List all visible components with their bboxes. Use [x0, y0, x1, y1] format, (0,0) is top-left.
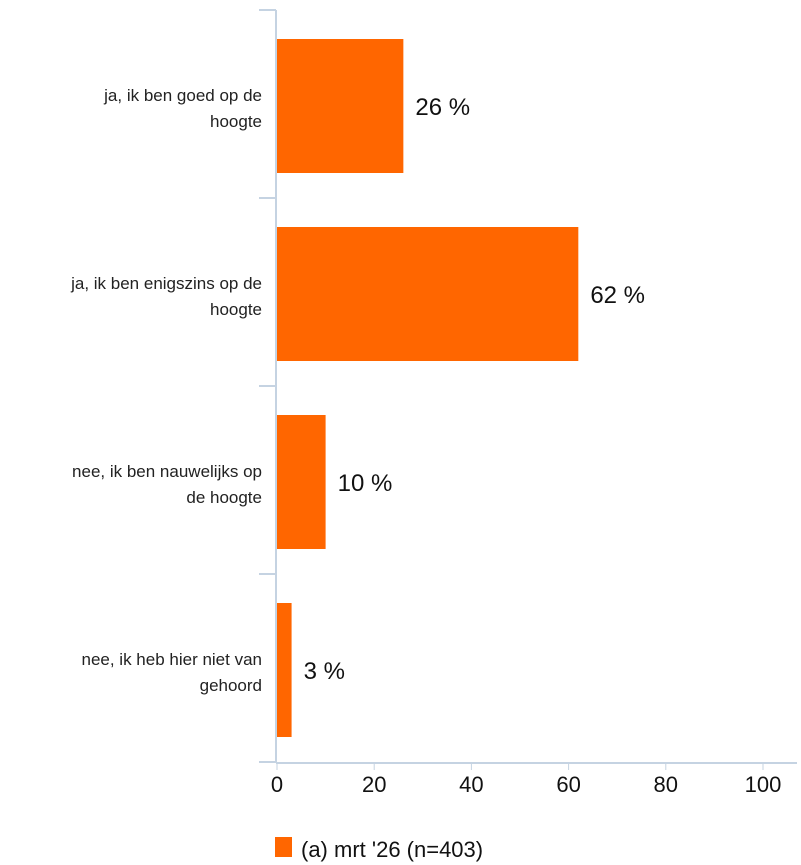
legend-label: (a) mrt '26 (n=403)	[301, 837, 483, 862]
category-label: nee, ik heb hier niet van gehoord	[81, 650, 262, 695]
x-tick-label: 60	[556, 772, 580, 797]
x-tick-label: 100	[745, 772, 782, 797]
data-labels: 26 % 62 % 10 % 3 %	[304, 94, 645, 685]
x-axis-ticks: 0 20 40 60 80 100	[271, 763, 781, 797]
category-label: nee, ik ben nauwelijks op de hoogte	[72, 462, 262, 507]
data-label: 10 %	[338, 470, 393, 497]
category-labels: ja, ik ben goed op de hoogte ja, ik ben en…	[70, 86, 262, 695]
data-label: 26 %	[415, 94, 470, 121]
legend-swatch	[275, 837, 292, 857]
bar	[277, 227, 579, 361]
bar	[277, 39, 404, 173]
x-tick-label: 20	[362, 772, 386, 797]
bar	[277, 603, 292, 737]
legend: (a) mrt '26 (n=403)	[275, 837, 483, 862]
x-tick-label: 40	[459, 772, 483, 797]
axes	[259, 9, 797, 764]
category-label: ja, ik ben enigszins op de hoogte	[70, 274, 262, 319]
category-label: ja, ik ben goed op de hoogte	[103, 86, 262, 131]
data-label: 62 %	[590, 282, 645, 309]
data-label: 3 %	[304, 658, 345, 685]
x-tick-label: 80	[654, 772, 678, 797]
bar	[277, 415, 326, 549]
bars	[277, 39, 579, 737]
x-tick-label: 0	[271, 772, 283, 797]
